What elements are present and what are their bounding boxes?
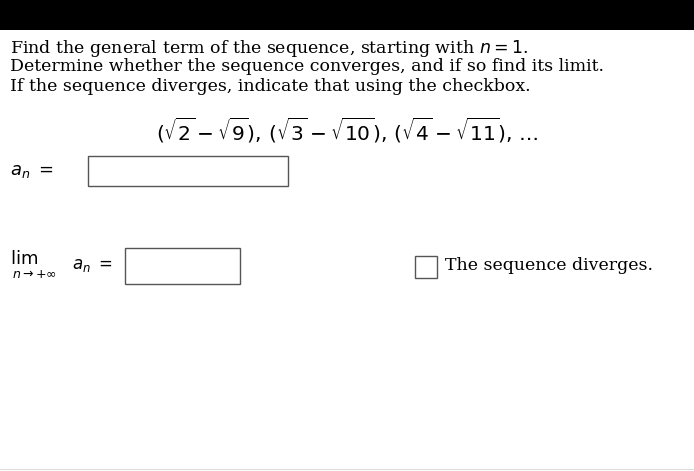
Text: $a_n\ =$: $a_n\ =$ xyxy=(72,258,113,275)
Bar xyxy=(0,0,694,30)
Text: $n{\to}{+\infty}$: $n{\to}{+\infty}$ xyxy=(12,268,57,282)
Text: If the sequence diverges, indicate that using the checkbox.: If the sequence diverges, indicate that … xyxy=(10,78,531,95)
FancyBboxPatch shape xyxy=(125,248,240,284)
Text: $\lim$: $\lim$ xyxy=(10,250,38,268)
Text: Determine whether the sequence converges, and if so find its limit.: Determine whether the sequence converges… xyxy=(10,58,604,75)
Text: $(\sqrt{2} - \sqrt{9}),\, (\sqrt{3} - \sqrt{10}),\, (\sqrt{4} - \sqrt{11}),\, \l: $(\sqrt{2} - \sqrt{9}),\, (\sqrt{3} - \s… xyxy=(155,116,539,145)
FancyBboxPatch shape xyxy=(415,256,437,278)
FancyBboxPatch shape xyxy=(88,156,288,186)
Text: Find the general term of the sequence, starting with $n = 1$.: Find the general term of the sequence, s… xyxy=(10,38,528,59)
Text: $a_n\ =$: $a_n\ =$ xyxy=(10,162,54,180)
Text: The sequence diverges.: The sequence diverges. xyxy=(445,258,653,275)
